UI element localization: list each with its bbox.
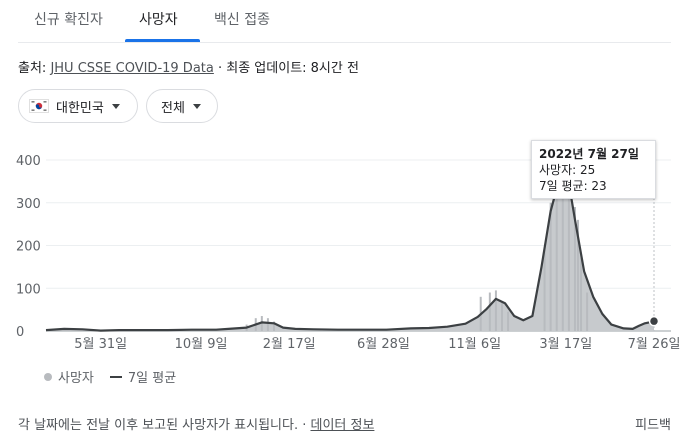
y-tick-label: 100 — [16, 282, 41, 297]
source-line: 출처: JHU CSSE COVID-19 Data · 최종 업데이트: 8시… — [18, 57, 359, 76]
chart-tooltip: 2022년 7월 27일 사망자: 25 7일 평균: 23 — [531, 140, 656, 199]
highlight-point — [648, 315, 660, 327]
y-tick-label: 0 — [16, 325, 24, 340]
tab-vaccinations[interactable]: 백신 접종 — [214, 12, 270, 28]
tab-bar: 신규 확진자 사망자 백신 접종 — [18, 0, 671, 43]
range-dropdown[interactable]: 전체 — [146, 89, 218, 123]
data-info-link[interactable]: 데이터 정보 — [310, 418, 375, 433]
source-link[interactable]: JHU CSSE COVID-19 Data — [50, 61, 214, 76]
source-prefix: 출처: — [18, 61, 51, 76]
chevron-down-icon — [111, 103, 120, 109]
y-tick-label: 400 — [16, 154, 41, 169]
y-tick-label: 300 — [16, 197, 41, 212]
x-tick-label: 11월 6일 — [448, 337, 501, 352]
footer-text: 각 날짜에는 전날 이후 보고된 사망자가 표시됩니다. · — [18, 418, 311, 433]
tab-new-cases[interactable]: 신규 확진자 — [34, 12, 103, 28]
x-tick-label: 7월 26일 — [628, 337, 681, 352]
footer-note: 각 날짜에는 전날 이후 보고된 사망자가 표시됩니다. · 데이터 정보 — [18, 414, 374, 433]
update-time: · 최종 업데이트: 8시간 전 — [213, 61, 359, 76]
average-legend-line-icon — [109, 375, 122, 378]
tooltip-deaths: 사망자: 25 — [539, 163, 596, 177]
legend-average-label: 7일 평균 — [127, 371, 177, 386]
deaths-area — [46, 177, 654, 331]
average-line — [45, 176, 655, 332]
x-tick-label: 10월 9일 — [175, 337, 228, 352]
x-tick-label: 3월 17일 — [539, 337, 592, 352]
region-label: 대한민국 — [56, 100, 104, 116]
tab-deaths[interactable]: 사망자 — [139, 12, 178, 28]
region-dropdown[interactable]: 대한민국 — [18, 89, 138, 123]
tooltip-date: 2022년 7월 27일 — [539, 147, 639, 161]
tooltip-average: 7일 평균: 23 — [539, 179, 607, 193]
x-tick-label: 5월 31일 — [74, 337, 127, 352]
chart-legend: 사망자 7일 평균 — [44, 367, 176, 386]
feedback-link[interactable]: 피드백 — [635, 418, 671, 433]
deaths-legend-dot-icon — [44, 372, 52, 381]
x-tick-label: 6월 28일 — [357, 337, 410, 352]
legend-deaths-label: 사망자 — [58, 371, 94, 386]
active-tab-indicator — [125, 39, 200, 42]
deaths-chart[interactable]: 400 300 200 100 0 5월 31일 10월 9일 2월 17일 6월 28일 11월… — [0, 138, 693, 360]
korea-flag-icon — [29, 99, 49, 113]
chevron-down-icon — [192, 103, 201, 109]
range-label: 전체 — [161, 100, 185, 116]
x-tick-label: 2월 17일 — [263, 337, 316, 352]
y-tick-label: 200 — [16, 240, 41, 255]
